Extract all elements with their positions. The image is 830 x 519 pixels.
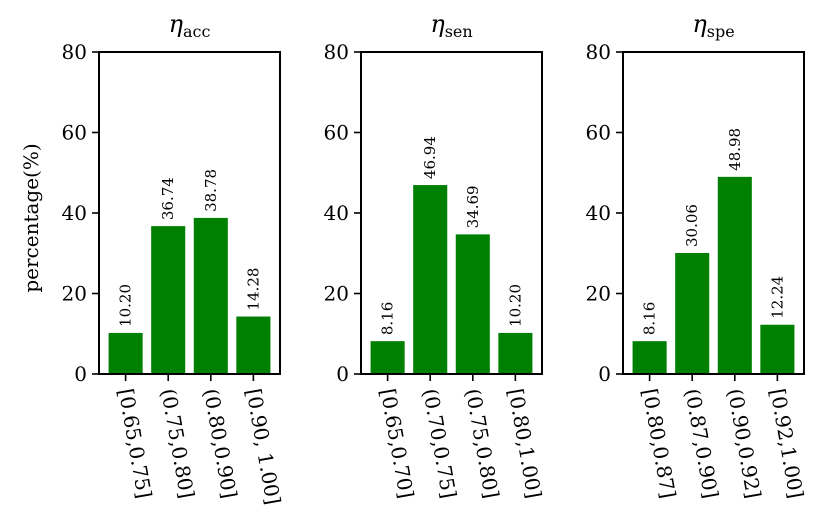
x-tick-label-1-4: [0.90, 1.00] <box>241 387 285 507</box>
chart-title-2: ηsen <box>430 10 472 41</box>
y-tick-label-2-60: 60 <box>324 121 349 145</box>
x-tick-label-2-2: (0.70,0.75] <box>418 387 461 501</box>
data-label-1-4: 14.28 <box>244 268 262 311</box>
chart-title-1: ηacc <box>169 10 211 41</box>
bar-1-1 <box>108 332 143 374</box>
bar-1-2 <box>151 226 186 374</box>
data-label-1-1: 10.20 <box>117 284 135 327</box>
x-tick-label-3-3: (0.90,0.92] <box>723 387 766 501</box>
bar-3-4 <box>760 324 795 374</box>
x-tick-label-3-2: (0.87,0.90] <box>680 387 723 501</box>
y-tick-label-1-20: 20 <box>62 282 87 306</box>
bar-1-4 <box>236 316 271 374</box>
y-tick-label-1-0: 0 <box>74 362 87 386</box>
y-tick-label-2-20: 20 <box>324 282 349 306</box>
y-tick-label-3-80: 80 <box>586 40 611 64</box>
y-tick-label-3-0: 0 <box>598 362 611 386</box>
data-label-1-3: 38.78 <box>202 169 220 212</box>
x-tick-label-1-1: [0.65,0.75] <box>114 387 157 501</box>
chart-title-3: ηspe <box>692 10 734 41</box>
y-tick-label-2-0: 0 <box>336 362 349 386</box>
y-tick-label-1-80: 80 <box>62 40 87 64</box>
data-label-3-1: 8.16 <box>641 302 659 335</box>
y-tick-label-3-20: 20 <box>586 282 611 306</box>
data-label-3-2: 30.06 <box>683 204 701 247</box>
data-label-2-2: 46.94 <box>421 136 439 179</box>
bar-3-2 <box>675 253 710 374</box>
x-tick-label-3-4: [0.92,1.00] <box>765 387 808 501</box>
y-tick-label-1-60: 60 <box>62 121 87 145</box>
y-tick-label-3-60: 60 <box>586 121 611 145</box>
x-tick-label-2-3: (0.75,0.80] <box>461 387 504 501</box>
x-tick-label-1-3: (0.80,0.90] <box>199 387 242 501</box>
panel-2: 0 20 40 60 80 [0.65,0.70] (0.70,0.75] (0.75,0.8… <box>324 10 547 500</box>
data-label-3-4: 12.24 <box>768 276 786 319</box>
x-tick-label-3-1: [0.80,0.87] <box>638 387 681 501</box>
panel-1: 0 20 40 60 80 [0.65,0.75] (0.75,0.80] (0.80,0.9… <box>19 10 285 506</box>
x-tick-label-1-2: (0.75,0.80] <box>156 387 199 501</box>
x-tick-label-2-4: [0.80,1.00] <box>503 387 546 501</box>
y-axis-label: percentage(%) <box>19 143 43 292</box>
x-tick-label-2-1: [0.65,0.70] <box>376 387 419 501</box>
data-label-2-4: 10.20 <box>506 284 524 327</box>
bar-2-4 <box>498 332 533 374</box>
bar-3-1 <box>632 341 667 374</box>
bar-1-3 <box>193 217 228 374</box>
data-label-3-3: 48.98 <box>726 128 744 171</box>
panel-3: 0 20 40 60 80 [0.80,0.87] (0.87,0.90] (0.90,0.9… <box>586 10 809 500</box>
data-label-1-2: 36.74 <box>159 177 177 220</box>
y-tick-label-2-80: 80 <box>324 40 349 64</box>
data-label-2-1: 8.16 <box>379 302 397 335</box>
y-tick-label-2-40: 40 <box>324 201 349 225</box>
bar-2-2 <box>413 185 448 374</box>
bar-2-3 <box>455 234 490 374</box>
bar-3-3 <box>717 176 752 374</box>
y-tick-label-1-40: 40 <box>62 201 87 225</box>
y-tick-label-3-40: 40 <box>586 201 611 225</box>
data-label-2-3: 34.69 <box>464 185 482 228</box>
bar-2-1 <box>370 341 405 374</box>
